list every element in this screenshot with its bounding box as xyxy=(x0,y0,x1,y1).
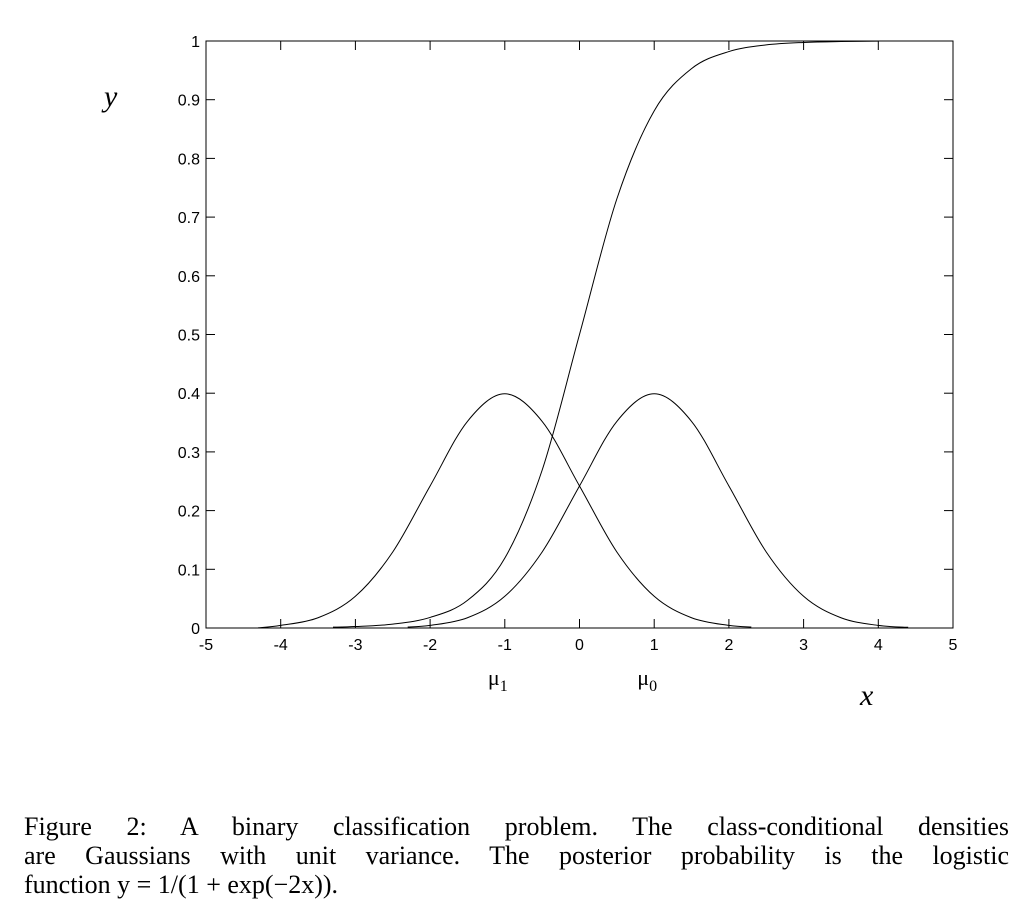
tick-labels: -5 -4 -3 -2 -1 0 1 2 3 4 5 0 0.1 0.2 0.3 0.4 0.5 0.6 0.7 0.… xyxy=(178,34,958,654)
x-tick-label: 0 xyxy=(575,637,584,654)
y-tick-label: 0.6 xyxy=(178,269,200,286)
y-tick-label: 0.4 xyxy=(178,386,200,403)
y-tick-label: 0.2 xyxy=(178,504,200,521)
y-tick-label: 0.5 xyxy=(178,328,200,345)
annotations: μ1 μ0 xyxy=(488,665,657,695)
y-tick-label: 0.9 xyxy=(178,93,200,110)
x-tick-label: -3 xyxy=(348,637,362,654)
series-line-3 xyxy=(332,40,879,628)
chart: -5 -4 -3 -2 -1 0 1 2 3 4 5 0 0.1 0.2 0.3 0.4 0.5 0.6 0.7 0.… xyxy=(101,34,958,712)
mu-subscript: 1 xyxy=(500,678,508,695)
y-tick-label: 0.7 xyxy=(178,210,200,227)
x-tick-label: -2 xyxy=(423,637,437,654)
mu-label-0: μ0 xyxy=(637,665,657,695)
figure-caption: Figure 2: A binary classification proble… xyxy=(24,812,1009,899)
x-tick-label: 5 xyxy=(949,637,958,654)
y-tick-label: 0.3 xyxy=(178,445,200,462)
curves xyxy=(258,40,909,629)
x-tick-label: 4 xyxy=(874,637,883,654)
caption-line-3: function y = 1/(1 + exp(−2x)). xyxy=(24,870,339,899)
x-tick-label: -1 xyxy=(498,637,512,654)
mu-label-1: μ1 xyxy=(488,665,508,695)
x-axis-label: x xyxy=(859,679,874,712)
mu-subscript: 0 xyxy=(649,678,657,695)
series-line-1 xyxy=(258,393,752,629)
caption-line-2: are Gaussians with unit variance. The po… xyxy=(24,841,1009,870)
y-tick-label: 0 xyxy=(191,621,200,638)
ticks xyxy=(205,40,954,629)
y-tick-label: 0.1 xyxy=(178,562,200,579)
caption-line-1: Figure 2: A binary classification proble… xyxy=(24,812,1009,841)
x-tick-label: -5 xyxy=(199,637,213,654)
x-tick-label: 2 xyxy=(724,637,733,654)
mu-symbol: μ xyxy=(488,665,500,690)
mu-symbol: μ xyxy=(637,665,649,690)
x-tick-label: -4 xyxy=(274,637,288,654)
x-tick-label: 3 xyxy=(799,637,808,654)
y-axis-label: y xyxy=(101,80,118,113)
x-tick-label: 1 xyxy=(650,637,659,654)
y-tick-label: 1 xyxy=(191,34,200,51)
series-line-2 xyxy=(407,393,909,628)
y-tick-label: 0.8 xyxy=(178,151,200,168)
